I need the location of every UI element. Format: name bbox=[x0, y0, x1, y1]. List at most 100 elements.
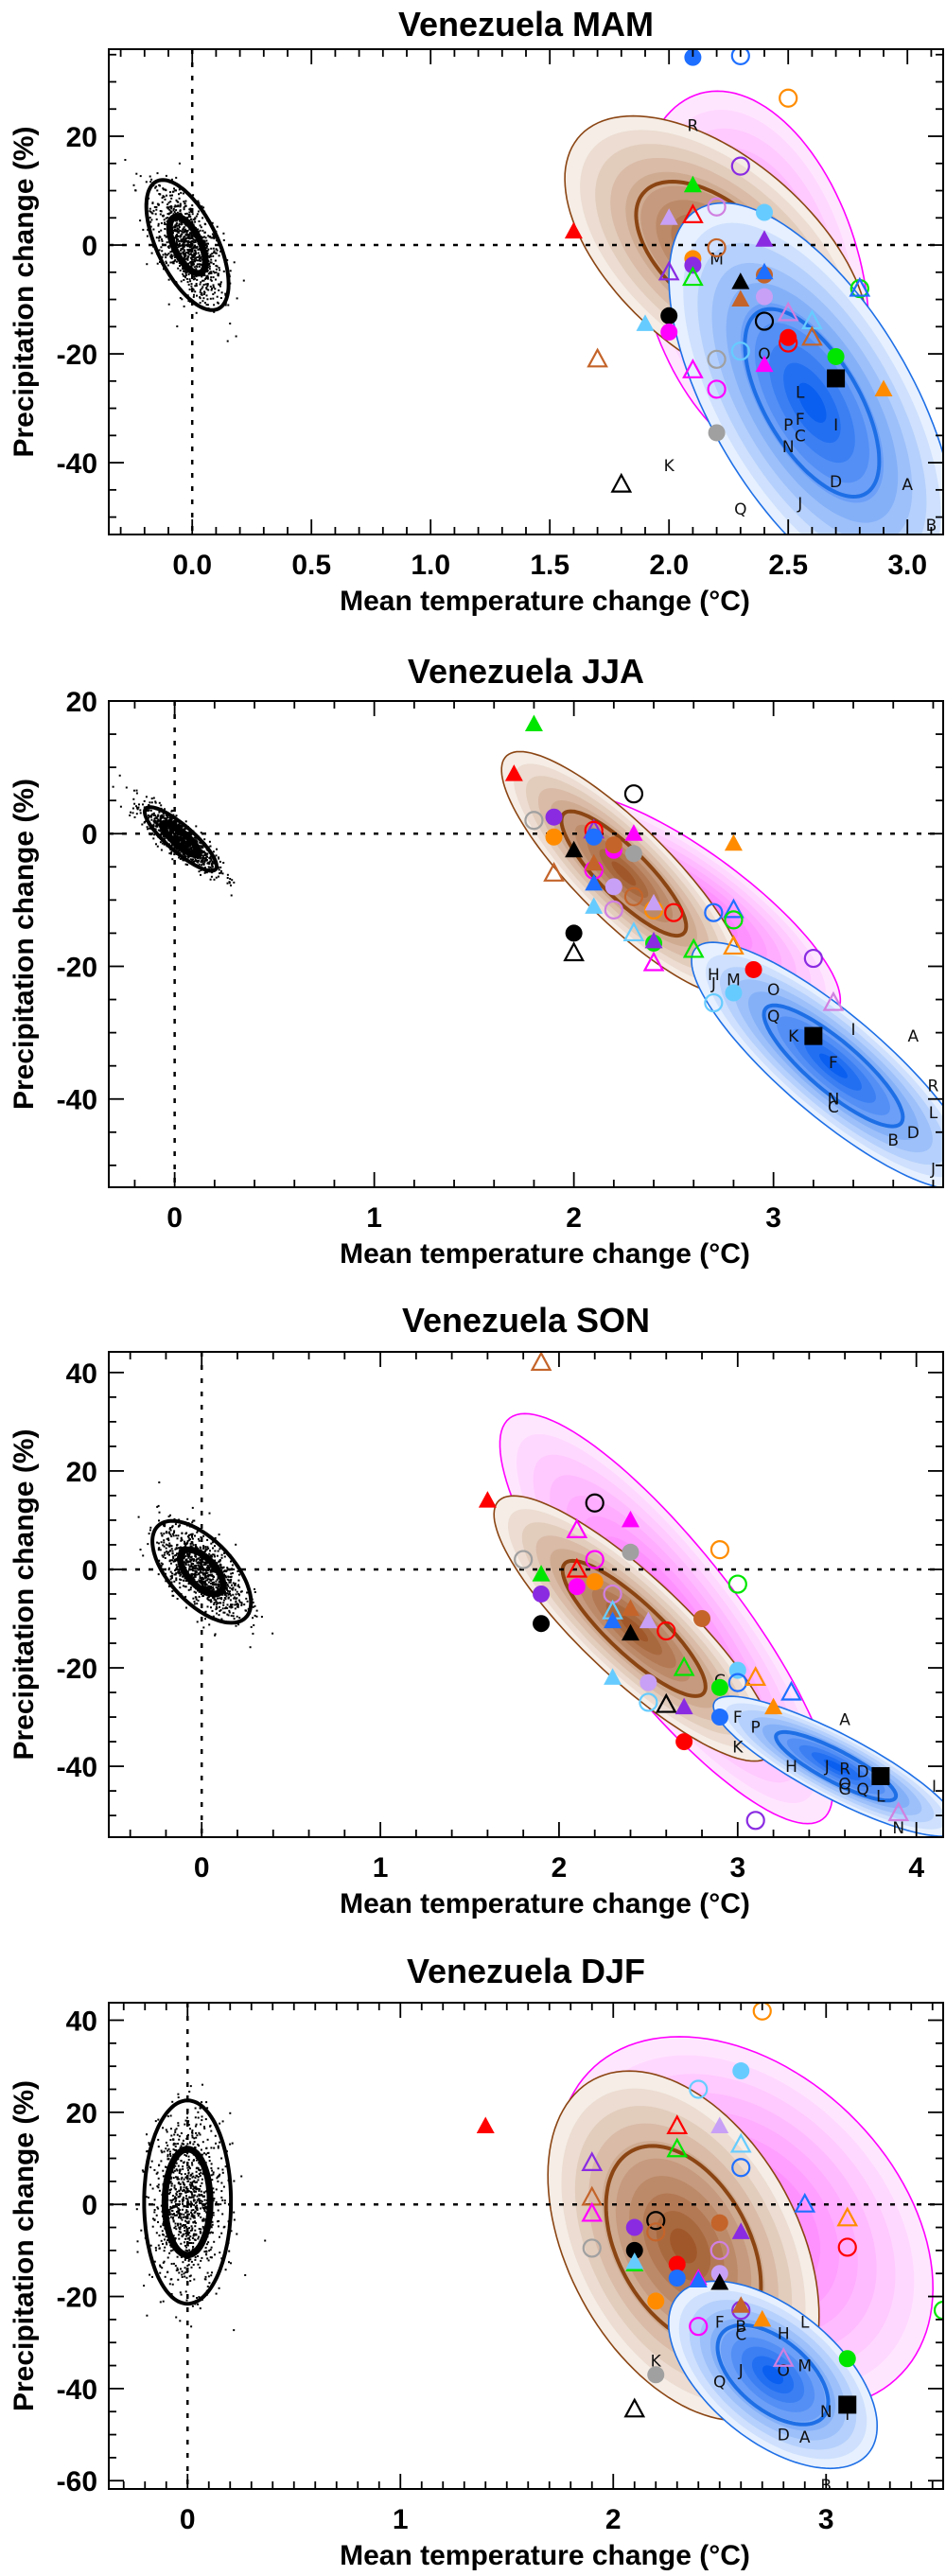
noise-dot bbox=[193, 1601, 196, 1603]
noise-dot bbox=[201, 2225, 204, 2228]
noise-dot bbox=[158, 184, 161, 186]
noise-dot bbox=[208, 265, 211, 268]
noise-dot bbox=[201, 2256, 203, 2259]
noise-dot bbox=[190, 2211, 192, 2214]
noise-dot bbox=[154, 213, 157, 216]
noise-dot bbox=[210, 289, 213, 291]
noise-dot bbox=[179, 202, 182, 205]
noise-dot bbox=[171, 1559, 174, 1562]
noise-dot bbox=[158, 823, 161, 826]
noise-dot bbox=[222, 862, 225, 864]
marker-open-triangle bbox=[623, 2397, 646, 2418]
marker-open-circle bbox=[704, 992, 724, 1013]
noise-dot bbox=[164, 1525, 166, 1528]
noise-dot bbox=[132, 789, 135, 792]
noise-dot bbox=[201, 288, 203, 290]
noise-dot bbox=[160, 832, 163, 834]
noise-dot bbox=[209, 255, 212, 257]
marker-filled-triangle bbox=[755, 262, 774, 280]
noise-dot bbox=[216, 1612, 219, 1615]
marker-filled-circle bbox=[756, 288, 773, 306]
noise-dot bbox=[168, 1542, 171, 1545]
noise-dot bbox=[198, 1566, 201, 1568]
noise-dot bbox=[164, 228, 166, 230]
marker-filled-circle bbox=[604, 878, 622, 896]
noise-dot bbox=[254, 1604, 256, 1607]
noise-dot bbox=[210, 1579, 213, 1582]
model-letter: D bbox=[907, 1124, 920, 1143]
noise-dot bbox=[194, 2205, 197, 2208]
noise-dot bbox=[167, 2209, 170, 2211]
noise-dot bbox=[206, 1598, 209, 1600]
noise-dot bbox=[159, 841, 162, 844]
noise-dot bbox=[192, 295, 195, 298]
noise-dot bbox=[171, 2283, 174, 2286]
noise-dot bbox=[209, 285, 212, 288]
noise-dot bbox=[219, 2252, 221, 2254]
noise-dot bbox=[201, 2172, 204, 2175]
noise-dot bbox=[158, 239, 161, 242]
noise-dot bbox=[233, 881, 236, 884]
noise-dot bbox=[165, 174, 167, 177]
model-letter: K bbox=[788, 1027, 799, 1046]
noise-dot bbox=[216, 2177, 219, 2180]
noise-dot bbox=[154, 828, 157, 831]
noise-dot bbox=[170, 207, 173, 210]
noise-dot bbox=[226, 1578, 229, 1581]
noise-dot bbox=[192, 1566, 195, 1568]
y-axis-label: Precipitation change (%) bbox=[9, 779, 40, 1110]
noise-dot bbox=[189, 2142, 191, 2145]
noise-dot bbox=[212, 284, 215, 287]
noise-dot bbox=[175, 1567, 178, 1569]
noise-dot bbox=[165, 217, 167, 219]
noise-dot bbox=[180, 2188, 182, 2191]
noise-dot bbox=[169, 194, 172, 197]
noise-dot bbox=[180, 2256, 183, 2258]
noise-dot bbox=[168, 2213, 171, 2216]
noise-dot bbox=[189, 858, 192, 861]
noise-dot bbox=[211, 2271, 213, 2274]
noise-dot bbox=[186, 2112, 189, 2115]
marker-filled-triangle bbox=[585, 897, 604, 914]
ellipse-band bbox=[823, 1759, 849, 1774]
noise-dot bbox=[208, 2250, 211, 2252]
noise-dot bbox=[174, 2164, 177, 2167]
noise-dot bbox=[187, 2259, 190, 2262]
noise-dot bbox=[206, 274, 209, 277]
noise-dot bbox=[156, 815, 159, 818]
noise-dot bbox=[176, 1552, 178, 1555]
noise-dot bbox=[184, 271, 187, 273]
noise-dot bbox=[159, 833, 162, 836]
noise-dot bbox=[160, 246, 163, 249]
noise-dot bbox=[186, 2198, 189, 2200]
x-tick-label: 3.0 bbox=[887, 550, 927, 581]
noise-dot bbox=[180, 2293, 183, 2296]
x-axis-label: Mean temperature change (°C) bbox=[340, 1238, 750, 1270]
y-axis-label: Precipitation change (%) bbox=[9, 2080, 40, 2411]
noise-dot bbox=[178, 239, 181, 242]
noise-dot bbox=[168, 205, 171, 208]
noise-dot bbox=[210, 247, 213, 250]
noise-dot bbox=[175, 2176, 177, 2179]
noise-dot bbox=[220, 2190, 223, 2193]
noise-dot bbox=[194, 239, 197, 242]
noise-dot bbox=[185, 212, 188, 215]
marker-filled-circle bbox=[684, 49, 702, 66]
noise-dot bbox=[217, 301, 219, 304]
noise-dot bbox=[125, 786, 128, 789]
noise-dot bbox=[180, 1536, 183, 1539]
noise-dot bbox=[195, 1569, 198, 1572]
noise-dot bbox=[161, 2230, 164, 2233]
noise-dot bbox=[193, 266, 196, 269]
noise-dot bbox=[197, 1564, 200, 1567]
y-tick-label: 20 bbox=[66, 122, 97, 153]
marker-open-triangle bbox=[673, 1656, 695, 1676]
noise-dot bbox=[169, 2216, 172, 2218]
x-tick-label: 1.5 bbox=[530, 550, 569, 581]
model-letter: C bbox=[795, 427, 806, 446]
noise-dot bbox=[184, 840, 187, 843]
noise-dot bbox=[198, 247, 201, 250]
noise-dot bbox=[194, 2125, 197, 2128]
noise-dot bbox=[157, 2207, 160, 2210]
noise-dot bbox=[217, 866, 219, 868]
